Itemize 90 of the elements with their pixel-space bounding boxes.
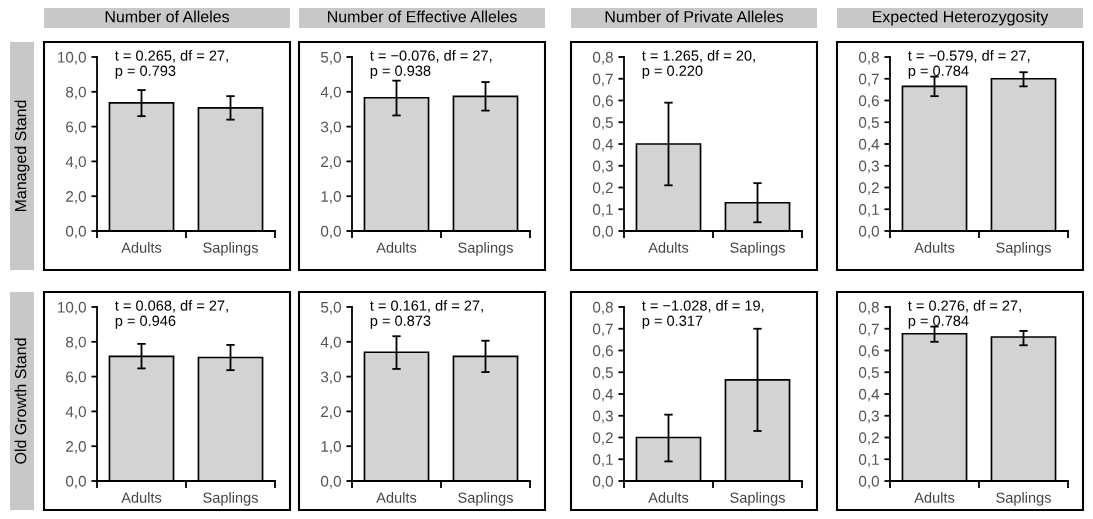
y-tick-label: 0,2: [858, 182, 879, 195]
annotation: t = −1.028, df = 19, p = 0.317: [642, 300, 764, 329]
chart-title: Number of Alleles: [105, 10, 230, 23]
y-tick-label: 0,7: [858, 323, 879, 337]
y-tick-label: 0,5: [858, 117, 879, 130]
y-tick-label: 3,0: [320, 121, 341, 135]
y-tick-label: 6,0: [66, 371, 86, 385]
y-tick-label: 4,0: [65, 156, 86, 169]
y-tick-label: 0,8: [858, 301, 879, 315]
y-tick-label: 0,3: [592, 160, 613, 174]
y-tick-label: 0,1: [858, 454, 879, 467]
annotation: t = 0.068, df = 27, p = 0.946: [115, 300, 228, 329]
y-tick-label: 0,1: [592, 454, 613, 467]
y-tick-label: 2,0: [66, 441, 86, 454]
x-tick-label: Saplings: [203, 492, 258, 506]
x-tick-label: Adults: [914, 242, 955, 253]
y-tick-label: 0,2: [592, 432, 613, 445]
y-tick-label: 2,0: [66, 191, 86, 204]
y-tick-label: 3,0: [320, 371, 341, 385]
y-tick-label: 0,5: [858, 367, 879, 380]
x-tick-label: Adults: [648, 492, 689, 503]
y-tick-label: 0,6: [592, 95, 613, 108]
x-tick-label: Saplings: [996, 242, 1051, 256]
x-tick-label: Saplings: [203, 242, 258, 256]
annotation: t = 0.276, df = 27, p = 0.784: [908, 300, 1021, 329]
annotation: t = −0.076, df = 27, p = 0.938: [370, 50, 492, 79]
y-tick-label: 0,5: [592, 117, 613, 130]
y-tick-label: 0,7: [858, 73, 879, 87]
y-tick-label: 2,0: [321, 406, 341, 419]
y-tick-label: 5,0: [320, 301, 341, 315]
annotation: t = 1.265, df = 20, p = 0.220: [642, 50, 755, 79]
y-tick-label: 0,0: [592, 225, 613, 239]
y-tick-label: 0,0: [858, 475, 879, 489]
y-tick-label: 5,0: [320, 51, 341, 65]
y-tick-label: 0,0: [65, 225, 86, 239]
y-tick-label: 8,0: [66, 336, 86, 350]
y-tick-label: 0,8: [592, 301, 613, 315]
y-tick-label: 0,0: [858, 225, 879, 239]
y-tick-label: 1,0: [321, 441, 341, 454]
y-axis-title: Managed Stand: [14, 100, 30, 212]
y-axis-title: Old Growth Stand: [14, 338, 27, 464]
x-tick-label: Saplings: [730, 242, 785, 256]
y-tick-label: 2,0: [321, 156, 341, 169]
annotation: t = −0.579, df = 27, p = 0.784: [908, 50, 1030, 79]
y-tick-label: 10,0: [58, 51, 86, 65]
y-tick-label: 4,0: [65, 406, 86, 419]
y-tick-label: 10,0: [58, 301, 86, 315]
y-tick-label: 0,7: [592, 73, 613, 87]
y-tick-label: 0,6: [858, 345, 879, 358]
y-tick-label: 4,0: [320, 86, 341, 100]
x-tick-label: Adults: [376, 242, 417, 253]
x-tick-label: Adults: [121, 242, 162, 253]
y-tick-label: 0,0: [320, 225, 341, 239]
y-tick-label: 0,4: [858, 138, 880, 152]
y-tick-label: 0,6: [592, 345, 613, 358]
y-tick-label: 8,0: [66, 86, 86, 100]
y-tick-label: 0,1: [592, 204, 613, 217]
y-tick-label: 0,4: [592, 138, 614, 152]
chart-title: Number of Effective Alleles: [328, 10, 517, 23]
chart-title: Expected Heterozygosity: [872, 10, 1049, 26]
y-tick-label: 0,8: [592, 51, 613, 65]
y-tick-label: 0,0: [320, 475, 341, 489]
y-tick-label: 0,2: [592, 182, 613, 195]
y-tick-label: 0,6: [858, 95, 879, 108]
y-tick-label: 0,5: [592, 367, 613, 380]
y-tick-label: 0,0: [65, 475, 86, 489]
y-tick-label: 0,7: [592, 323, 613, 337]
x-tick-label: Saplings: [458, 492, 513, 506]
y-tick-label: 0,3: [858, 160, 879, 174]
x-tick-label: Adults: [121, 492, 162, 503]
y-tick-label: 4,0: [320, 336, 341, 350]
annotation: t = 0.161, df = 27, p = 0.873: [370, 300, 483, 329]
x-tick-label: Adults: [914, 492, 955, 503]
y-tick-label: 6,0: [66, 121, 86, 135]
y-tick-label: 0,2: [858, 432, 879, 445]
y-tick-label: 1,0: [321, 191, 341, 204]
y-tick-label: 0,0: [592, 475, 613, 489]
y-tick-label: 0,4: [858, 388, 880, 402]
x-tick-label: Adults: [376, 492, 417, 503]
x-tick-label: Saplings: [458, 242, 513, 256]
y-tick-label: 0,3: [858, 410, 879, 424]
y-tick-label: 0,1: [858, 204, 879, 217]
y-tick-label: 0,3: [592, 410, 613, 424]
y-tick-label: 0,8: [858, 51, 879, 65]
x-tick-label: Adults: [648, 242, 689, 253]
chart-title: Number of Private Alleles: [605, 10, 784, 23]
y-tick-label: 0,4: [592, 388, 614, 402]
x-tick-label: Saplings: [996, 492, 1051, 506]
annotation: t = 0.265, df = 27, p = 0.793: [115, 50, 228, 79]
x-tick-label: Saplings: [730, 492, 785, 506]
